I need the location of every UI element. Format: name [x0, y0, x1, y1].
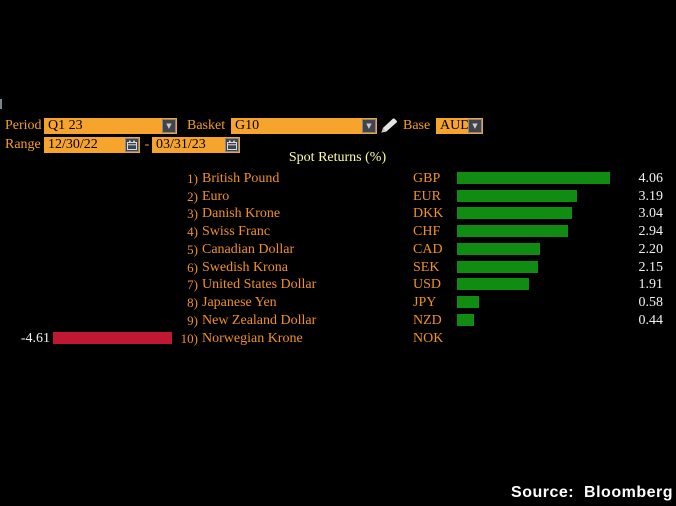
return-bar [457, 225, 568, 237]
period-dropdown-button[interactable]: ▼ [162, 119, 176, 133]
return-value: 1.91 [638, 277, 664, 292]
currency-row[interactable]: 4) Swiss Franc CHF 2.94 [0, 223, 676, 240]
currency-name: British Pound [202, 171, 280, 186]
row-rank: 7) [187, 277, 198, 292]
currency-row[interactable]: 10) Norwegian Krone NOK -4.61 [0, 330, 676, 347]
period-value: Q1 23 [48, 118, 83, 133]
return-value: -4.61 [20, 331, 50, 346]
currency-name: Japanese Yen [202, 295, 277, 310]
currency-name: United States Dollar [202, 277, 317, 292]
row-rank: 3) [187, 206, 198, 221]
range-start-field[interactable]: 12/30/22 [44, 137, 140, 153]
return-bar [457, 278, 529, 290]
currency-code: SEK [413, 260, 440, 275]
currency-code: JPY [413, 295, 437, 310]
currency-name: Swiss Franc [202, 224, 271, 239]
calendar-icon [227, 140, 237, 150]
return-bar [53, 332, 172, 344]
period-label: Period [5, 118, 42, 133]
range-label: Range [5, 137, 41, 152]
currency-name: Norwegian Krone [202, 331, 303, 346]
currency-code: GBP [413, 171, 441, 186]
return-bar [457, 207, 572, 219]
row-rank: 9) [187, 313, 198, 328]
currency-row[interactable]: 2) Euro EUR 3.19 [0, 188, 676, 205]
currency-row[interactable]: 7) United States Dollar USD 1.91 [0, 276, 676, 293]
currency-row[interactable]: 9) New Zealand Dollar NZD 0.44 [0, 312, 676, 329]
currency-row[interactable]: 5) Canadian Dollar CAD 2.20 [0, 241, 676, 258]
row-rank: 6) [187, 260, 198, 275]
return-bar [457, 243, 540, 255]
row-rank: 2) [187, 189, 198, 204]
basket-value: G10 [235, 118, 260, 133]
basket-dropdown-button[interactable]: ▼ [362, 119, 376, 133]
return-bar [457, 190, 577, 202]
return-value: 0.44 [638, 313, 664, 328]
basket-field[interactable]: G10 ▼ [231, 118, 377, 134]
basket-label: Basket [187, 118, 226, 133]
chevron-down-icon: ▼ [366, 121, 372, 130]
period-field[interactable]: Q1 23 ▼ [44, 118, 177, 134]
chevron-down-icon: ▼ [166, 121, 172, 130]
currency-name: Canadian Dollar [202, 242, 295, 257]
range-start-calendar-button[interactable] [125, 138, 139, 152]
range-end-field[interactable]: 03/31/23 [152, 137, 240, 153]
range-end-calendar-button[interactable] [225, 138, 239, 152]
currency-code: USD [413, 277, 442, 292]
row-rank: 8) [187, 295, 198, 310]
row-rank: 4) [187, 224, 198, 239]
currency-code: NOK [413, 331, 444, 346]
return-bar [457, 172, 610, 184]
return-value: 3.19 [638, 189, 664, 204]
return-value: 4.06 [638, 171, 664, 186]
calendar-icon [127, 140, 137, 150]
screen-artifact [0, 99, 2, 109]
currency-code: CHF [413, 224, 441, 239]
currency-name: Euro [202, 189, 230, 204]
return-value: 3.04 [638, 206, 664, 221]
base-value: AUD [440, 118, 471, 133]
currency-code: DKK [413, 206, 444, 221]
currency-name: Swedish Krona [202, 260, 288, 275]
edit-basket-button[interactable] [379, 117, 399, 135]
return-bar [457, 261, 538, 273]
base-field[interactable]: AUD ▼ [436, 118, 483, 134]
row-rank: 1) [187, 171, 198, 186]
return-bar [457, 314, 474, 326]
row-rank: 5) [187, 242, 198, 257]
currency-code: EUR [413, 189, 441, 204]
currency-name: New Zealand Dollar [202, 313, 317, 328]
base-dropdown-button[interactable]: ▼ [468, 119, 482, 133]
return-value: 0.58 [638, 295, 664, 310]
pencil-icon [381, 118, 397, 133]
currency-name: Danish Krone [202, 206, 281, 221]
chart-title: Spot Returns (%) [288, 150, 387, 165]
currency-row[interactable]: 1) British Pound GBP 4.06 [0, 170, 676, 187]
chevron-down-icon: ▼ [472, 121, 478, 130]
range-separator: - [144, 137, 150, 152]
range-end-value: 03/31/23 [156, 137, 206, 152]
currency-row[interactable]: 3) Danish Krone DKK 3.04 [0, 205, 676, 222]
currency-code: NZD [413, 313, 442, 328]
return-value: 2.94 [638, 224, 664, 239]
currency-code: CAD [413, 242, 443, 257]
return-bar [457, 296, 479, 308]
currency-row[interactable]: 6) Swedish Krona SEK 2.15 [0, 259, 676, 276]
currency-row[interactable]: 8) Japanese Yen JPY 0.58 [0, 294, 676, 311]
range-start-value: 12/30/22 [48, 137, 98, 152]
return-value: 2.20 [638, 242, 664, 257]
source-credit: Source: Bloomberg [511, 484, 673, 501]
row-rank: 10) [180, 331, 198, 346]
return-value: 2.15 [638, 260, 664, 275]
base-label: Base [403, 118, 431, 133]
